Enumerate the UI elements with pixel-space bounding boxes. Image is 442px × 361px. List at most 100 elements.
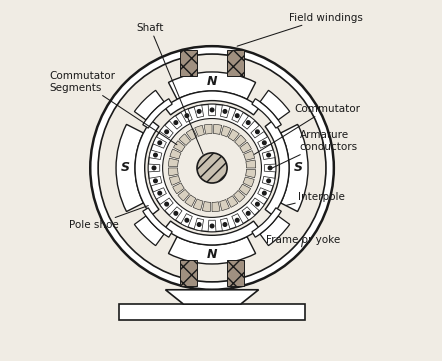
Circle shape: [263, 141, 266, 144]
Circle shape: [154, 153, 157, 157]
Wedge shape: [143, 99, 172, 128]
Wedge shape: [235, 135, 246, 147]
Wedge shape: [260, 90, 290, 120]
Wedge shape: [186, 129, 197, 140]
Wedge shape: [265, 121, 289, 216]
Wedge shape: [194, 218, 204, 231]
Wedge shape: [240, 142, 251, 153]
Circle shape: [210, 108, 214, 112]
Circle shape: [154, 179, 157, 183]
Circle shape: [223, 223, 227, 226]
Wedge shape: [148, 164, 160, 172]
Wedge shape: [153, 188, 166, 199]
Circle shape: [197, 223, 201, 226]
Circle shape: [247, 121, 250, 125]
Bar: [119, 304, 305, 320]
Wedge shape: [168, 236, 255, 264]
Text: Commutator
Segments: Commutator Segments: [49, 71, 177, 145]
Wedge shape: [149, 177, 162, 186]
Wedge shape: [258, 188, 271, 199]
Wedge shape: [221, 218, 230, 231]
Wedge shape: [164, 221, 259, 245]
Wedge shape: [168, 158, 179, 166]
Wedge shape: [160, 198, 173, 211]
Wedge shape: [242, 116, 255, 129]
Wedge shape: [227, 196, 238, 207]
Wedge shape: [258, 137, 271, 148]
Circle shape: [152, 166, 156, 170]
Circle shape: [263, 191, 266, 195]
Wedge shape: [134, 216, 164, 245]
Bar: [180, 260, 198, 286]
Circle shape: [90, 46, 334, 290]
Wedge shape: [194, 125, 204, 136]
Wedge shape: [149, 150, 162, 160]
Wedge shape: [173, 183, 184, 194]
Circle shape: [174, 212, 178, 215]
Wedge shape: [193, 199, 203, 210]
Circle shape: [268, 166, 272, 170]
Circle shape: [236, 218, 239, 222]
Text: N: N: [207, 75, 217, 88]
Circle shape: [247, 212, 250, 215]
Wedge shape: [169, 175, 180, 185]
Circle shape: [98, 54, 326, 282]
Wedge shape: [262, 177, 275, 186]
Polygon shape: [165, 290, 259, 304]
Circle shape: [255, 203, 259, 206]
Wedge shape: [173, 141, 185, 152]
Circle shape: [267, 153, 271, 157]
Wedge shape: [251, 125, 264, 138]
Wedge shape: [232, 214, 243, 227]
Text: Commutator: Commutator: [254, 104, 360, 155]
Circle shape: [210, 224, 214, 228]
Wedge shape: [242, 207, 255, 220]
Bar: [227, 260, 244, 286]
Wedge shape: [202, 201, 211, 212]
Wedge shape: [153, 137, 166, 148]
Wedge shape: [262, 150, 275, 160]
Circle shape: [165, 203, 168, 206]
Bar: [180, 50, 198, 76]
Text: S: S: [294, 161, 303, 174]
Wedge shape: [179, 134, 191, 145]
Text: Shaft: Shaft: [137, 23, 203, 155]
Wedge shape: [170, 149, 181, 159]
Circle shape: [197, 153, 227, 183]
Wedge shape: [232, 109, 243, 122]
Wedge shape: [243, 177, 254, 187]
Circle shape: [158, 141, 161, 144]
Wedge shape: [252, 99, 281, 128]
Wedge shape: [160, 125, 173, 138]
Wedge shape: [246, 160, 256, 168]
Wedge shape: [181, 214, 192, 227]
Wedge shape: [252, 208, 281, 237]
Circle shape: [236, 114, 239, 117]
Text: N: N: [207, 248, 217, 261]
Circle shape: [165, 130, 168, 134]
Circle shape: [158, 191, 161, 195]
Text: Pole shoe: Pole shoe: [69, 205, 148, 230]
Wedge shape: [178, 190, 190, 201]
Circle shape: [148, 104, 276, 232]
Wedge shape: [281, 125, 308, 212]
Text: Frame or yoke: Frame or yoke: [266, 235, 340, 247]
Wedge shape: [221, 105, 230, 118]
Wedge shape: [251, 198, 264, 211]
Wedge shape: [116, 125, 143, 212]
Text: Armature
conductors: Armature conductors: [272, 130, 358, 168]
Text: S: S: [121, 161, 130, 174]
Wedge shape: [264, 164, 276, 172]
Circle shape: [255, 130, 259, 134]
Wedge shape: [135, 121, 159, 216]
Wedge shape: [169, 207, 182, 220]
Wedge shape: [212, 202, 220, 212]
Circle shape: [267, 179, 271, 183]
Bar: [227, 50, 244, 76]
Wedge shape: [208, 104, 216, 116]
Circle shape: [197, 110, 201, 113]
Wedge shape: [244, 151, 255, 160]
Circle shape: [185, 114, 189, 117]
Wedge shape: [168, 72, 255, 99]
Wedge shape: [228, 129, 239, 141]
